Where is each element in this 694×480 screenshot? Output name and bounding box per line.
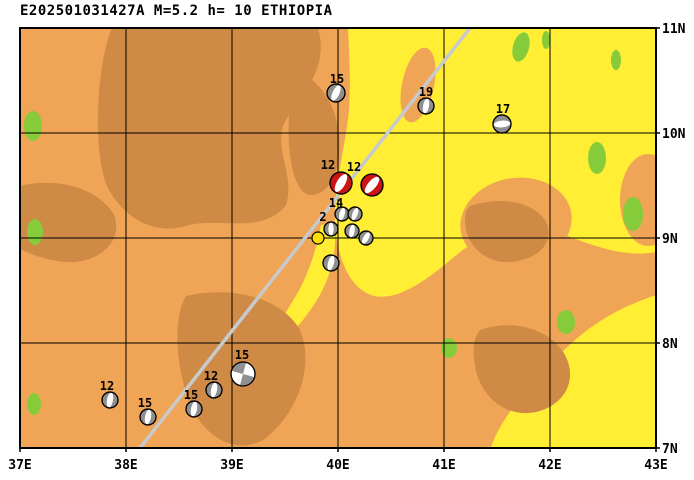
- beachball-outline: [360, 173, 384, 197]
- y-axis-label: 10N: [662, 127, 686, 142]
- beachball-band: [334, 173, 348, 193]
- beachball: [205, 381, 223, 399]
- terrain-patch-highland: [473, 325, 571, 414]
- beachball-quadrants: [231, 362, 255, 386]
- terrain-patch-green: [557, 310, 575, 334]
- x-axis-label: 43E: [644, 458, 667, 473]
- event-label: 12: [100, 379, 114, 393]
- terrain-patch-green: [27, 393, 41, 415]
- beachball: [417, 97, 435, 115]
- x-axis-label: 42E: [538, 458, 561, 473]
- terrain-patch-green: [441, 338, 457, 358]
- terrain-patch-highland: [97, 28, 321, 229]
- terrain-patch-highland: [20, 182, 117, 263]
- beachball: [185, 400, 203, 418]
- terrain-patch-green: [512, 32, 530, 62]
- beachball-outline: [139, 408, 157, 426]
- beachball-outline: [417, 97, 435, 115]
- beachball: [311, 231, 325, 245]
- beachball: [329, 171, 353, 195]
- beachball: [344, 223, 360, 239]
- beachball-band: [364, 176, 380, 194]
- y-axis-label: 11N: [662, 22, 686, 37]
- terrain-patch-green: [611, 50, 621, 70]
- beachball: [360, 173, 384, 197]
- beachball-band: [190, 401, 198, 417]
- beachball-band: [106, 392, 114, 408]
- beachball-outline: [322, 254, 340, 272]
- epicenter-circle: [311, 231, 325, 245]
- beachball-outline: [230, 361, 256, 387]
- beachball-band: [328, 222, 334, 236]
- event-label: 12: [321, 158, 335, 172]
- beachball-band: [493, 120, 511, 128]
- beachball-outline: [347, 206, 363, 222]
- terrain-patch-highland: [465, 200, 549, 263]
- beachball: [322, 254, 340, 272]
- beachball-band: [144, 409, 152, 425]
- focal-mechanisms-layer: [101, 83, 512, 426]
- terrain-patch-green: [542, 31, 550, 49]
- beachball-band: [338, 207, 346, 221]
- beachball-band: [210, 382, 218, 398]
- event-label: 15: [184, 388, 198, 402]
- event-label: 15: [330, 72, 344, 86]
- beachball-outline: [323, 221, 339, 237]
- event-label: 12: [347, 160, 361, 174]
- beachball-outline: [329, 171, 353, 195]
- terrain-patch-green: [623, 197, 643, 231]
- plate-boundary-line: [138, 28, 472, 448]
- beachball-outline: [185, 400, 203, 418]
- plate-boundary-line-layer: [138, 28, 472, 448]
- beachball: [139, 408, 157, 426]
- terrain-patch-green: [24, 111, 42, 141]
- beachball: [347, 206, 363, 222]
- beachball-band: [331, 85, 341, 101]
- event-label: 15: [235, 348, 249, 362]
- y-axis-label: 8N: [662, 337, 678, 352]
- terrain-patch-green: [588, 142, 606, 174]
- beachball-band: [351, 207, 359, 221]
- event-label: 15: [138, 396, 152, 410]
- event-label: 17: [496, 102, 510, 116]
- grid-layer: [20, 28, 656, 448]
- beachball-band: [327, 255, 335, 271]
- beachball-outline: [326, 83, 346, 103]
- event-label: 2: [319, 210, 326, 224]
- beachball-outline: [344, 223, 360, 239]
- event-label: 14: [329, 196, 343, 210]
- beachball-outline: [205, 381, 223, 399]
- beachball-band: [349, 224, 355, 238]
- beachball: [230, 361, 256, 387]
- beachball-band: [422, 98, 430, 114]
- x-axis-label: 40E: [326, 458, 349, 473]
- beachball-outline: [358, 230, 374, 246]
- terrain-patch-rift-yellow: [277, 224, 336, 337]
- event-labels-layer: 15 19 17 12 12 142 15 12 15 15 12: [100, 72, 510, 410]
- beachball: [492, 114, 512, 134]
- x-axis-label: 38E: [114, 458, 137, 473]
- event-label: 19: [419, 85, 433, 99]
- beachball: [358, 230, 374, 246]
- map-title: E202501031427A M=5.2 h= 10 ETHIOPIA: [20, 3, 333, 19]
- x-axis-label: 39E: [220, 458, 243, 473]
- beachball: [326, 83, 346, 103]
- event-label: 12: [204, 369, 218, 383]
- beachball: [334, 206, 350, 222]
- beachball-outline: [101, 391, 119, 409]
- x-axis-label: 37E: [8, 458, 31, 473]
- x-axis-label: 41E: [432, 458, 455, 473]
- y-axis-label: 7N: [662, 442, 678, 457]
- beachball: [323, 221, 339, 237]
- axis-labels-layer: 37E 38E 39E 40E 41E 42E 43E 11N 10N 9N 8N 7N: [8, 22, 685, 473]
- y-axis-label: 9N: [662, 232, 678, 247]
- beachball-band: [362, 232, 370, 244]
- terrain-patch-green: [27, 219, 43, 245]
- beachball: [101, 391, 119, 409]
- beachball-outline: [492, 114, 512, 134]
